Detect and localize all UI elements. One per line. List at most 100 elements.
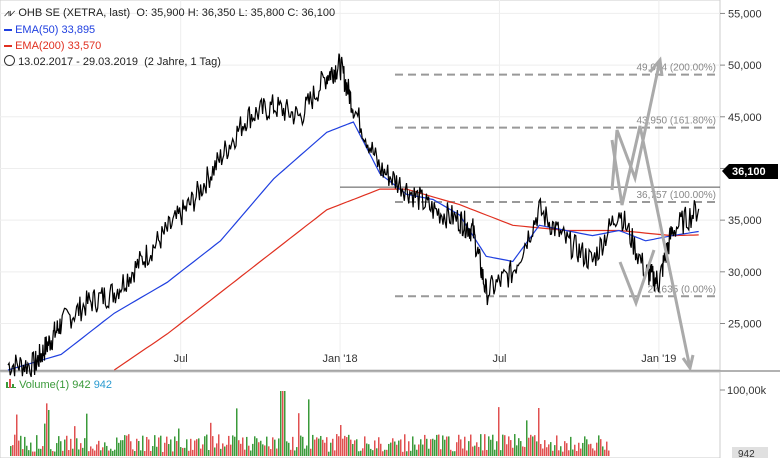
volume-bar xyxy=(116,437,118,456)
volume-bar xyxy=(118,442,120,456)
legend-title: OHB SE (XETRA, last) xyxy=(18,7,131,19)
volume-bar xyxy=(320,435,322,456)
volume-bar xyxy=(506,444,508,456)
volume-bar xyxy=(556,435,558,456)
volume-bar xyxy=(284,391,286,456)
volume-bar xyxy=(380,443,382,456)
ema50-line xyxy=(7,121,699,371)
volume-bar xyxy=(190,438,192,456)
volume-bar xyxy=(246,436,248,456)
volume-bar xyxy=(10,446,12,456)
volume-bar xyxy=(406,451,408,456)
volume-bar xyxy=(338,436,340,456)
volume-bar xyxy=(230,444,232,456)
volume-bar xyxy=(250,450,252,456)
volume-bar xyxy=(530,434,532,456)
volume-bar xyxy=(86,413,88,456)
volume-bar xyxy=(122,440,124,456)
volume-bar xyxy=(34,451,36,456)
volume-bar xyxy=(52,451,54,456)
volume-bar xyxy=(512,447,514,456)
volume-bar xyxy=(470,434,472,456)
volume-bar xyxy=(532,436,534,456)
last-price-text: 36,100 xyxy=(732,166,766,178)
volume-bar xyxy=(356,439,358,456)
downside-arrow-2 xyxy=(618,249,656,308)
y-tick-label: 30,000 xyxy=(728,267,762,279)
volume-bar xyxy=(140,450,142,456)
volume-bar xyxy=(294,450,296,456)
volume-bar xyxy=(330,442,332,456)
volume-bar xyxy=(442,435,444,456)
volume-bar xyxy=(222,443,224,456)
fib-label: 27,635 (0.00%) xyxy=(648,284,716,295)
volume-bar xyxy=(272,437,274,456)
volume-bar xyxy=(466,450,468,456)
volume-bar xyxy=(106,445,108,456)
volume-bar xyxy=(50,449,52,456)
volume-bar xyxy=(316,437,318,456)
volume-bar xyxy=(302,436,304,456)
volume-bar xyxy=(136,438,138,456)
volume-bar xyxy=(536,441,538,456)
volume-bar xyxy=(378,437,380,456)
volume-bar xyxy=(552,450,554,456)
volume-bar xyxy=(90,446,92,456)
volume-bar xyxy=(440,449,442,456)
volume-bar xyxy=(30,442,32,456)
volume-bar xyxy=(290,449,292,456)
volume-bar xyxy=(76,438,78,456)
volume-bar xyxy=(198,438,200,456)
plot-area xyxy=(0,0,721,371)
volume-bar xyxy=(38,448,40,456)
volume-bar xyxy=(328,451,330,456)
volume-bar xyxy=(186,439,188,456)
volume-bar xyxy=(392,438,394,456)
ema200-swatch xyxy=(4,45,12,48)
volume-bar xyxy=(518,438,520,456)
volume-bar xyxy=(594,450,596,456)
volume-bar xyxy=(226,444,228,456)
volume-bar xyxy=(312,434,314,456)
volume-bar xyxy=(220,448,222,456)
volume-bar xyxy=(600,439,602,456)
volume-bar xyxy=(104,442,106,456)
volume-bar xyxy=(108,450,110,456)
legend-row-title: ⩘⩗ OHB SE (XETRA, last) O: 35,900 H: 36,… xyxy=(4,5,335,22)
volume-bar xyxy=(456,442,458,456)
volume-bar xyxy=(400,439,402,456)
volume-bar xyxy=(494,449,496,456)
volume-bar xyxy=(544,440,546,456)
y-tick-label: 35,000 xyxy=(728,215,762,227)
volume-bar xyxy=(224,446,226,456)
volume-bar xyxy=(150,450,152,456)
volume-bar xyxy=(438,434,440,456)
volume-bar xyxy=(584,436,586,456)
volume-bar xyxy=(156,446,158,456)
volume-bar xyxy=(332,438,334,456)
volume-bar xyxy=(364,436,366,456)
volume-bar xyxy=(452,451,454,456)
volume-bar xyxy=(424,434,426,456)
volume-bar xyxy=(516,445,518,456)
volume-bar xyxy=(476,442,478,456)
ema50-label: EMA(50) xyxy=(15,24,59,36)
x-tick-label: Jul xyxy=(492,353,506,365)
volume-bar xyxy=(126,435,128,456)
volume-bar xyxy=(132,449,134,456)
x-tick-label: Jan '18 xyxy=(323,353,358,365)
volume-bar xyxy=(172,451,174,456)
volume-bar xyxy=(418,444,420,456)
volume-bar xyxy=(354,440,356,456)
volume-bar xyxy=(102,447,104,456)
volume-bar xyxy=(322,439,324,456)
volume-bar xyxy=(22,449,24,456)
volume-axis-label: 100,00k xyxy=(727,385,767,397)
fib-label: 49,084 (200.00%) xyxy=(636,63,716,74)
volume-bar xyxy=(560,446,562,456)
volume-bar xyxy=(68,450,70,456)
volume-bar xyxy=(24,436,26,456)
volume-bar xyxy=(474,445,476,456)
volume-bar xyxy=(602,446,604,456)
